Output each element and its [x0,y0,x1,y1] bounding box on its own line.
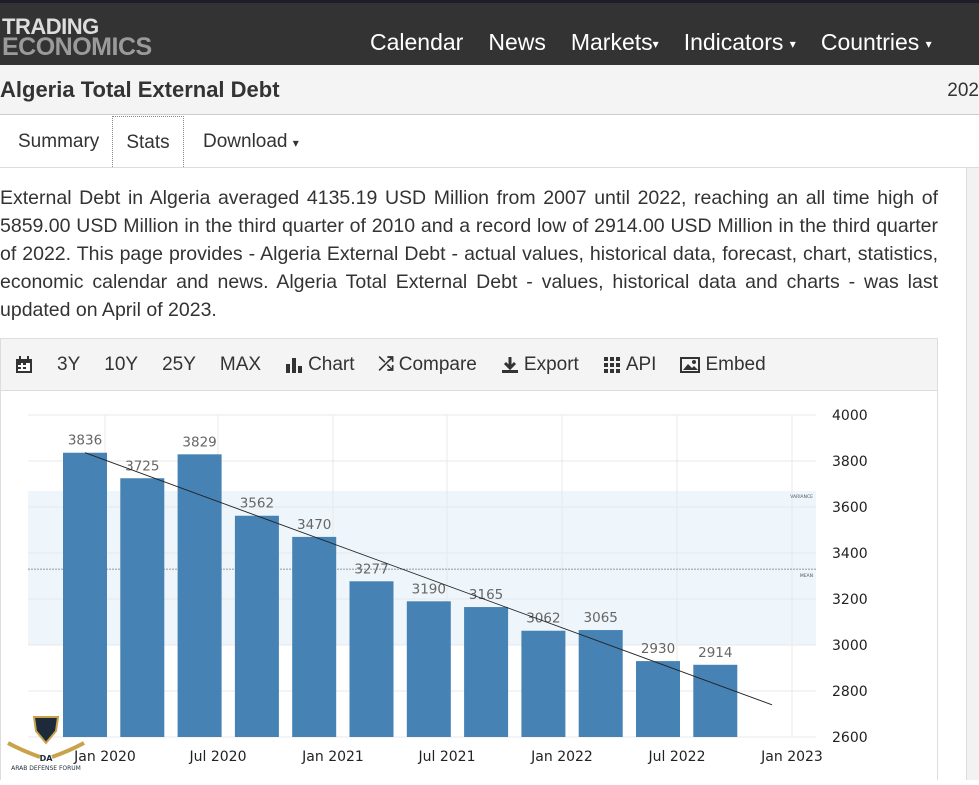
x-tick-label: Jul 2022 [648,749,706,765]
bar-q2-2022 [636,661,680,737]
compare-button[interactable]: ⤮ Compare [379,354,477,376]
data-label: 3065 [584,610,618,626]
nav-label: News [488,29,546,55]
bar-q3-2020 [234,515,279,737]
chart-panel: 3Y 10Y 25Y MAX Chart ⤮ Compare Export API… [0,338,938,780]
bar-chart-icon [286,357,303,373]
bar-q1-2021 [349,581,394,737]
range-max-button[interactable]: MAX [219,353,262,375]
data-label: 3165 [469,587,503,603]
range-3y-button[interactable]: 3Y [57,353,81,375]
page-title: Algeria Total External Debt [0,77,280,102]
description: External Debt in Algeria averaged 4135.1… [0,187,938,321]
bar-q4-2021 [521,630,566,737]
trend-line [84,452,773,706]
data-label: 2914 [698,645,732,661]
tab-summary[interactable]: Summary [18,131,100,152]
x-tick-label: Jan 2020 [73,749,136,765]
data-label: 3470 [297,517,331,533]
caret-down-icon: ▾ [292,136,299,150]
y-tick-label: 3200 [832,592,868,608]
bar-chart: 4000 3800 3600 3400 3200 3000 2800 2600 Jan 2020… [28,408,868,765]
watermark-abbr: DA [40,754,54,763]
bar-q4-2020 [292,536,337,737]
bar-q4-2019 [63,452,107,737]
bar-q1-2020 [120,478,165,737]
tab-bar: Summary Stats Download ▾ [0,116,979,168]
y-tick-label: 3800 [832,454,868,470]
export-button[interactable]: Export [501,354,579,376]
nav-label: Indicators [683,29,784,55]
watermark-text: ARAB DEFENSE FORUM [11,765,81,772]
watermark-logo: DA ARAB DEFENSE FORUM [6,715,116,780]
label: Chart [308,353,355,375]
y-tick-label: 3000 [832,638,868,654]
logo[interactable]: TRADING ECONOMICS [2,14,152,61]
logo-line2: ECONOMICS [2,33,152,61]
bar-q2-2021 [406,601,451,737]
title-year: 202 [947,80,979,101]
caret-down-icon: ▾ [789,36,796,51]
caret-down-icon: ▾ [925,36,932,51]
x-tick-label: Jul 2020 [189,749,247,765]
bar-q1-2022 [578,630,623,737]
nav-indicators[interactable]: Indicators ▾ [684,29,796,56]
tab-stats[interactable]: Stats [112,116,184,167]
y-tick-label: 2800 [832,684,868,700]
label: Embed [705,353,766,375]
shuffle-icon: ⤮ [378,353,394,375]
tab-download[interactable]: Download ▾ [203,116,299,167]
variance-label: VARIANCE [790,494,813,500]
chart-type-button[interactable]: Chart [285,353,355,376]
caret-down-icon: ▾ [652,36,659,51]
label: Export [523,353,579,375]
nav-countries[interactable]: Countries ▾ [821,29,932,56]
x-tick-label: Jul 2021 [418,749,476,765]
main-nav: Calendar News Markets▾ Indicators ▾ Coun… [370,29,932,56]
title-bar: Algeria Total External Debt 202 [0,65,979,115]
nav-label: Countries [820,29,920,55]
nav-label: Calendar [370,29,464,55]
y-tick-label: 3600 [832,500,868,516]
range-10y-button[interactable]: 10Y [104,353,139,375]
grid-icon [603,356,620,373]
data-label: 3829 [182,434,216,450]
bar-q3-2022 [693,664,738,737]
x-tick-label: Jan 2021 [301,749,364,765]
top-navbar: TRADING ECONOMICS Calendar News Markets▾… [0,0,979,65]
y-tick-label: 4000 [832,408,868,424]
label: Compare [398,353,477,375]
y-tick-label: 3400 [832,546,868,562]
tab-label: Download [203,131,288,152]
nav-label: Markets [570,29,653,55]
image-icon [680,356,701,373]
x-tick-label: Jan 2023 [760,749,823,765]
data-label: 2930 [641,641,675,657]
api-button[interactable]: API [603,353,657,376]
calendar-icon [16,355,32,373]
download-icon [501,356,518,373]
data-label: 3562 [240,496,274,512]
x-tick-label: Jan 2022 [530,749,593,765]
data-label: 3190 [412,581,446,597]
logo-line1: TRADING [2,14,99,39]
data-label: 3062 [526,611,560,627]
scrollbar[interactable] [966,168,979,780]
y-tick-label: 2600 [832,730,868,746]
nav-news[interactable]: News [488,29,546,56]
bar-q2-2020 [177,454,222,737]
data-label: 3836 [68,433,102,449]
mean-label: MEAN [800,573,813,579]
label: API [625,353,657,375]
data-label: 3725 [125,458,159,474]
range-25y-button[interactable]: 25Y [162,353,196,375]
nav-markets[interactable]: Markets▾ [571,29,659,56]
embed-button[interactable]: Embed [680,353,766,376]
data-label: 3277 [354,561,388,577]
nav-calendar[interactable]: Calendar [370,29,463,56]
chart-toolbar: 3Y 10Y 25Y MAX Chart ⤮ Compare Export API… [1,339,937,391]
calendar-button[interactable] [15,355,33,374]
bar-q3-2021 [464,607,509,737]
